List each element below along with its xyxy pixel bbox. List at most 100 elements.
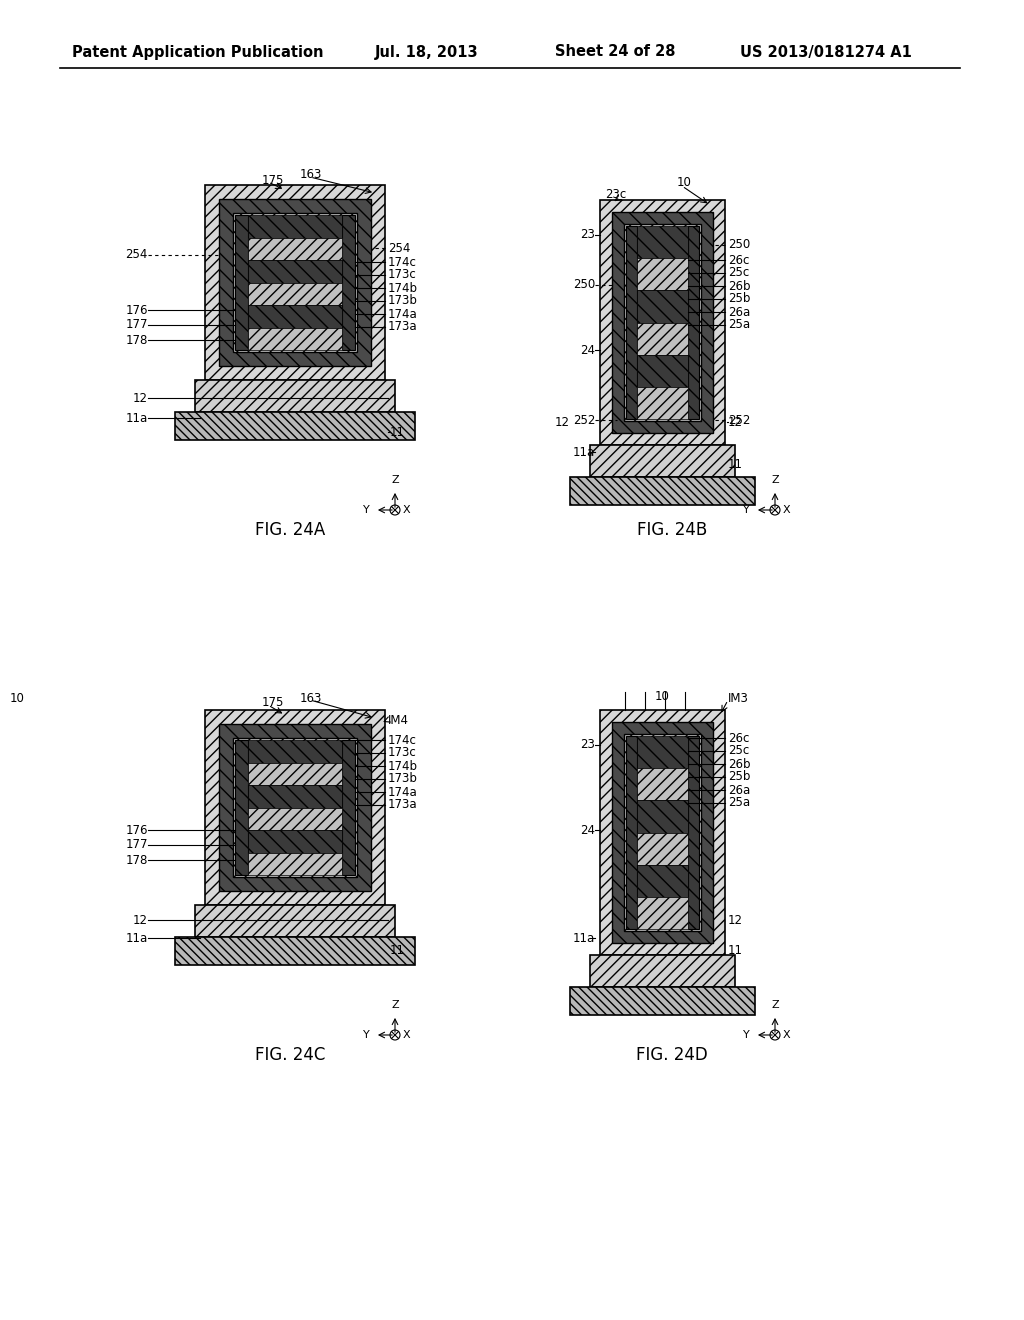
Text: X: X [783,1030,791,1040]
Bar [248,763,342,785]
Text: 12: 12 [728,913,743,927]
Text: FIG. 24D: FIG. 24D [636,1045,708,1064]
Text: 23: 23 [581,228,595,242]
Text: 254: 254 [388,242,411,255]
Bar [600,710,725,954]
Text: 25c: 25c [728,267,750,280]
Text: 254: 254 [126,248,148,261]
Bar [248,830,342,853]
Bar [248,327,342,350]
Text: 11: 11 [728,458,743,471]
Bar [637,290,688,322]
Text: IM4: IM4 [388,714,409,726]
Text: 11: 11 [390,944,406,957]
Bar [195,906,395,937]
Bar [219,723,371,891]
Bar [175,412,415,440]
Text: Y: Y [364,1030,370,1040]
Text: 176: 176 [126,304,148,317]
Bar [688,737,699,929]
Bar [626,226,637,418]
Text: 173a: 173a [388,321,418,334]
Text: 25b: 25b [728,771,751,784]
Text: 11a: 11a [126,932,148,945]
Text: X: X [403,1030,411,1040]
Bar [205,710,385,906]
Text: 250: 250 [572,279,595,292]
Bar [688,226,699,418]
Bar [234,215,248,350]
Bar [248,808,342,830]
Text: 175: 175 [262,697,285,710]
Text: 252: 252 [572,413,595,426]
Text: 12: 12 [133,913,148,927]
Text: 176: 176 [126,824,148,837]
Bar [637,768,688,800]
Text: 26b: 26b [728,758,751,771]
Bar [637,355,688,387]
Text: 173c: 173c [388,747,417,759]
Text: Patent Application Publication: Patent Application Publication [72,45,324,59]
Text: 23: 23 [581,738,595,751]
Text: Y: Y [743,506,750,515]
Text: Jul. 18, 2013: Jul. 18, 2013 [375,45,478,59]
Bar [233,738,357,876]
Text: 26a: 26a [728,305,751,318]
Text: 24: 24 [580,343,595,356]
Text: FIG. 24A: FIG. 24A [255,521,326,539]
Text: 10: 10 [677,177,692,190]
Text: Z: Z [391,475,398,484]
Bar [233,213,357,352]
Text: 12: 12 [555,416,570,429]
Bar [342,215,355,350]
Bar [637,322,688,355]
Bar [342,741,355,875]
Text: X: X [403,506,411,515]
Bar [637,387,688,418]
Bar [248,305,342,327]
Text: FIG. 24C: FIG. 24C [255,1045,326,1064]
Text: 24: 24 [580,824,595,837]
Bar [590,445,735,477]
Bar [248,215,342,238]
Text: 26b: 26b [728,280,751,293]
Bar [248,238,342,260]
Text: 174c: 174c [388,734,417,747]
Text: 26c: 26c [728,731,750,744]
Text: 174a: 174a [388,308,418,321]
Text: 178: 178 [126,334,148,346]
Text: 163: 163 [300,692,323,705]
Bar [637,865,688,896]
Text: 11a: 11a [126,412,148,425]
Bar [626,737,637,929]
Bar [175,937,415,965]
Bar [570,477,755,506]
Bar [219,199,371,366]
Bar [637,226,688,259]
Text: Sheet 24 of 28: Sheet 24 of 28 [555,45,676,59]
Text: 173c: 173c [388,268,417,281]
Text: Z: Z [391,1001,398,1010]
Text: Y: Y [743,1030,750,1040]
Text: 174b: 174b [388,759,418,772]
Text: 11: 11 [390,425,406,438]
Bar [248,260,342,282]
Text: X: X [783,506,791,515]
Text: 173a: 173a [388,799,418,812]
Text: 174c: 174c [388,256,417,268]
Text: IM3: IM3 [728,692,749,705]
Text: 174b: 174b [388,281,418,294]
Text: 252: 252 [728,413,751,426]
Bar [248,853,342,875]
Text: 174a: 174a [388,785,418,799]
Bar [195,380,395,412]
Text: 25a: 25a [728,318,751,331]
Text: Z: Z [771,475,779,484]
Text: 250: 250 [728,239,751,252]
Bar [637,259,688,290]
Text: 10: 10 [654,689,670,702]
Bar [637,800,688,833]
Text: 178: 178 [126,854,148,866]
Text: 163: 163 [300,169,323,181]
Bar [570,987,755,1015]
